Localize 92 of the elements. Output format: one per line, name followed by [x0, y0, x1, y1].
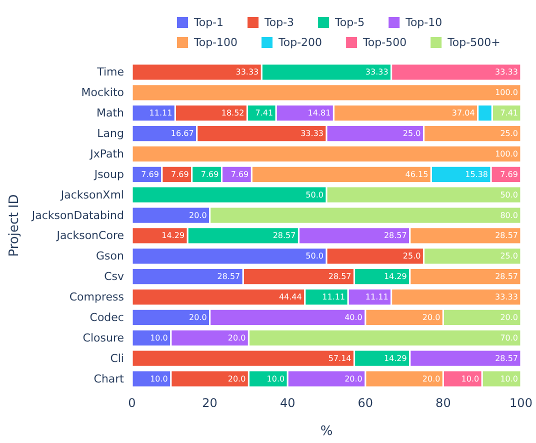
data-label: 20.0	[422, 312, 440, 322]
data-label: 7.69	[230, 170, 249, 179]
data-label: 33.33	[495, 292, 518, 302]
x-tick-label: 100	[510, 396, 532, 410]
data-label: 20.0	[500, 312, 518, 322]
data-label: 20.0	[188, 210, 207, 220]
y-tick-label: Csv	[104, 270, 124, 284]
data-label: 7.41	[255, 108, 274, 118]
data-label: 25.0	[402, 252, 421, 261]
data-label: 50.0	[500, 190, 518, 200]
legend-label: Top-5	[334, 16, 365, 29]
data-label: 46.15	[405, 170, 428, 179]
data-label: 18.52	[221, 108, 244, 118]
data-label: 25.0	[500, 129, 518, 138]
legend-label: Top-500	[362, 36, 407, 49]
data-label: 7.41	[500, 108, 518, 118]
y-tick-label: Compress	[69, 290, 124, 304]
data-label: 70.0	[500, 333, 518, 342]
legend-label: Top-1	[193, 16, 224, 29]
data-label: 20.0	[344, 374, 362, 384]
data-label: 33.33	[236, 68, 259, 77]
x-tick-label: 0	[128, 396, 136, 410]
y-tick-label: JxPath	[89, 147, 124, 160]
legend-label: Top-100	[193, 36, 238, 49]
data-label: 7.69	[141, 170, 159, 179]
data-label: 28.57	[495, 354, 518, 363]
data-label: 10.0	[461, 374, 480, 384]
data-label: 44.44	[278, 292, 302, 302]
data-label: 80.0	[500, 210, 518, 220]
data-label: 28.57	[328, 272, 352, 282]
legend-label: Top-200	[278, 36, 322, 49]
data-label: 40.0	[344, 312, 362, 322]
y-tick-label: JacksonCore	[56, 229, 124, 242]
data-label: 100.0	[495, 88, 518, 98]
data-label: 33.33	[300, 129, 324, 138]
data-label: 28.57	[495, 231, 518, 240]
x-tick-label: 60	[358, 396, 374, 410]
y-tick-label: Math	[96, 106, 124, 120]
data-label: 10.0	[500, 374, 518, 384]
legend-label: Top-500+	[446, 36, 500, 49]
data-label: 28.57	[495, 272, 518, 282]
data-label: 57.14	[328, 354, 352, 363]
bar	[132, 84, 521, 102]
data-label: 25.0	[402, 129, 421, 138]
data-label: 14.29	[384, 354, 407, 363]
data-label: 11.11	[365, 292, 388, 302]
data-label: 33.33	[495, 68, 518, 77]
y-tick-label: Gson	[96, 250, 124, 263]
data-label: 15.38	[465, 170, 488, 179]
data-label: 10.0	[150, 374, 168, 384]
data-label: 28.57	[217, 272, 240, 282]
data-label: 7.69	[171, 170, 189, 179]
data-label: 14.29	[384, 272, 407, 282]
data-label: 50.0	[306, 190, 324, 200]
y-tick-label: Jsoup	[93, 168, 124, 181]
y-tick-label: Lang	[97, 127, 124, 140]
data-label: 7.69	[200, 170, 219, 179]
data-label: 14.81	[308, 108, 331, 118]
data-label: 20.0	[228, 333, 246, 342]
data-label: 20.0	[188, 312, 207, 322]
data-label: 33.33	[365, 68, 388, 77]
data-label: 10.0	[266, 374, 285, 384]
y-axis-title: Project ID	[7, 194, 22, 257]
data-label: 28.57	[272, 231, 296, 240]
y-tick-label: Cli	[110, 352, 124, 365]
y-tick-label: Mockito	[81, 86, 124, 100]
data-label: 7.69	[500, 170, 518, 179]
x-tick-label: 80	[436, 396, 451, 410]
legend-label: Top-10	[404, 16, 442, 29]
y-tick-label: JacksonDatabind	[30, 208, 124, 222]
data-label: 50.0	[306, 252, 324, 261]
y-tick-label: Chart	[94, 372, 125, 386]
data-label: 16.67	[170, 129, 194, 138]
bar	[132, 146, 521, 162]
data-label: 11.11	[322, 292, 346, 302]
data-label: 20.0	[422, 374, 440, 384]
data-label: 37.04	[452, 108, 475, 118]
data-label: 100.0	[495, 149, 518, 158]
data-label: 11.11	[149, 108, 172, 118]
data-label: 14.29	[162, 231, 185, 240]
y-tick-label: Codec	[90, 310, 124, 324]
data-label: 25.0	[500, 252, 518, 261]
y-tick-label: Closure	[82, 331, 124, 344]
legend-label: Top-3	[264, 16, 294, 29]
x-tick-label: 40	[280, 396, 296, 410]
y-tick-label: Time	[96, 66, 124, 79]
data-label: 20.0	[228, 374, 246, 384]
data-label: 28.57	[384, 231, 407, 240]
x-tick-label: 20	[202, 396, 218, 410]
x-axis-title: %	[320, 424, 333, 439]
data-label: 10.0	[150, 333, 168, 342]
y-tick-label: JacksonXml	[60, 188, 124, 202]
